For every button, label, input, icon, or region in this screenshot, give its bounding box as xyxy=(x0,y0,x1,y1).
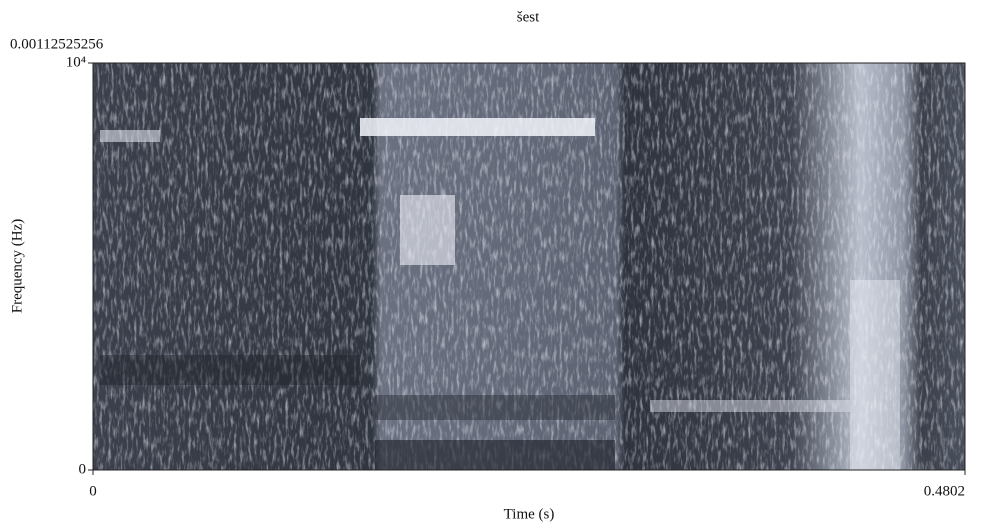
spectrogram-image xyxy=(93,63,965,470)
x-axis-label: Time (s) xyxy=(504,506,555,522)
plot-frame xyxy=(92,62,966,471)
chart-title: šest xyxy=(517,9,540,25)
x-tick-label: 0.4802 xyxy=(924,483,965,499)
y-tick-label: 10⁴ xyxy=(66,54,86,70)
annotation: 0.00112525256 xyxy=(10,36,104,52)
y-axis-label: Frequency (Hz) xyxy=(9,219,25,314)
x-tick-label: 0 xyxy=(89,483,97,499)
y-tick-label: 0 xyxy=(79,461,87,477)
